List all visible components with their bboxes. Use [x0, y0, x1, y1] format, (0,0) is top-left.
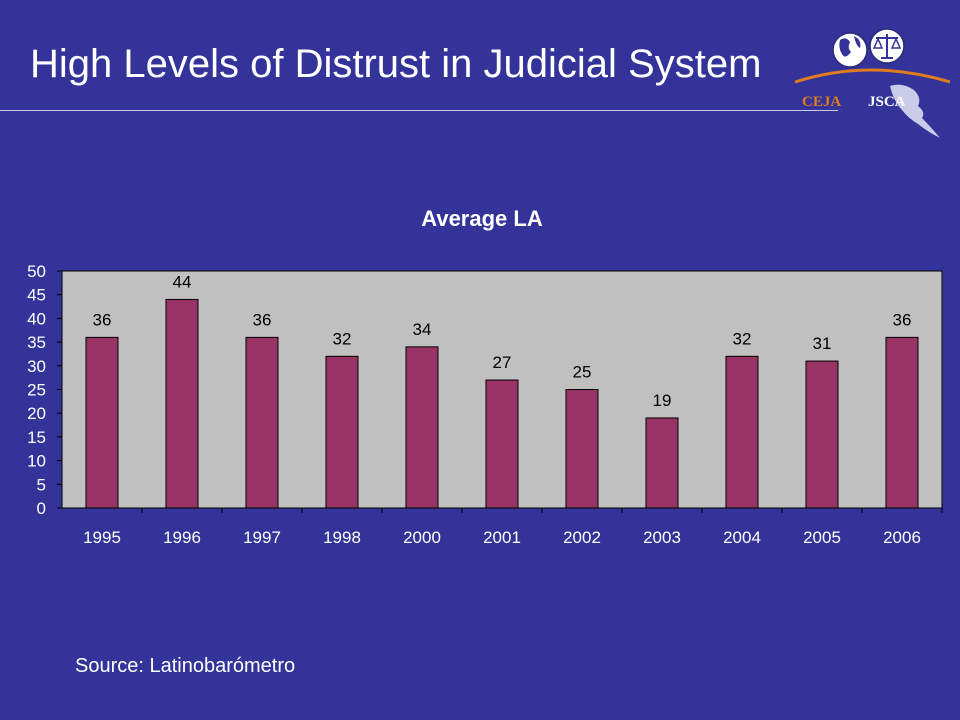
- title-divider: [0, 110, 838, 111]
- bar-2006: [885, 336, 919, 509]
- bar-1996: [165, 298, 199, 509]
- scales-of-justice-icon: [869, 28, 905, 64]
- chart-title: Average LA: [421, 206, 543, 231]
- y-tick-label: 5: [37, 475, 46, 494]
- data-label-1995: 36: [93, 310, 112, 329]
- x-tick-label: 1998: [323, 528, 361, 547]
- source-note: Source: Latinobarómetro: [75, 655, 296, 677]
- y-tick-label: 10: [27, 452, 46, 471]
- logo-right-text: JSCA: [868, 94, 906, 110]
- y-tick-label: 40: [27, 309, 46, 328]
- map-icon: [890, 84, 940, 138]
- data-label-2001: 27: [493, 353, 512, 372]
- x-tick-label: 1995: [83, 528, 121, 547]
- y-tick-label: 30: [27, 357, 46, 376]
- bar-2002: [565, 389, 599, 509]
- bar-1997: [245, 336, 279, 509]
- data-label-2006: 36: [893, 310, 912, 329]
- x-tick-label: 2000: [403, 528, 441, 547]
- x-tick-label: 2002: [563, 528, 601, 547]
- bar-2003: [645, 417, 679, 509]
- y-tick-label: 50: [27, 262, 46, 281]
- data-label-1996: 44: [173, 272, 192, 291]
- data-label-2000: 34: [413, 320, 432, 339]
- ceja-jsca-logo: CEJA JSCA: [794, 28, 950, 138]
- y-tick-label: 35: [27, 333, 46, 352]
- data-label-2004: 32: [733, 329, 752, 348]
- x-tick-label: 1997: [243, 528, 281, 547]
- globe-icon: [832, 32, 868, 68]
- bar-2005: [805, 360, 839, 509]
- bar-2001: [485, 379, 519, 509]
- data-label-1997: 36: [253, 310, 272, 329]
- y-tick-label: 25: [27, 381, 46, 400]
- y-tick-label: 20: [27, 404, 46, 423]
- x-tick-label: 1996: [163, 528, 201, 547]
- data-label-1998: 32: [333, 329, 352, 348]
- slide-title: High Levels of Distrust in Judicial Syst…: [30, 42, 762, 86]
- bar-2004: [725, 355, 759, 509]
- logo-left-text: CEJA: [802, 94, 841, 110]
- y-tick-label: 45: [27, 286, 46, 305]
- bar-2000: [405, 346, 439, 509]
- x-tick-label: 2003: [643, 528, 681, 547]
- x-tick-label: 2005: [803, 528, 841, 547]
- data-label-2002: 25: [573, 363, 592, 382]
- y-tick-label: 15: [27, 428, 46, 447]
- bar-1995: [85, 336, 119, 509]
- x-tick-label: 2004: [723, 528, 761, 547]
- y-tick-label: 0: [37, 499, 46, 518]
- x-tick-label: 2001: [483, 528, 521, 547]
- data-label-2003: 19: [653, 391, 672, 410]
- x-tick-label: 2006: [883, 528, 921, 547]
- data-label-2005: 31: [813, 334, 832, 353]
- bar-1998: [325, 355, 359, 509]
